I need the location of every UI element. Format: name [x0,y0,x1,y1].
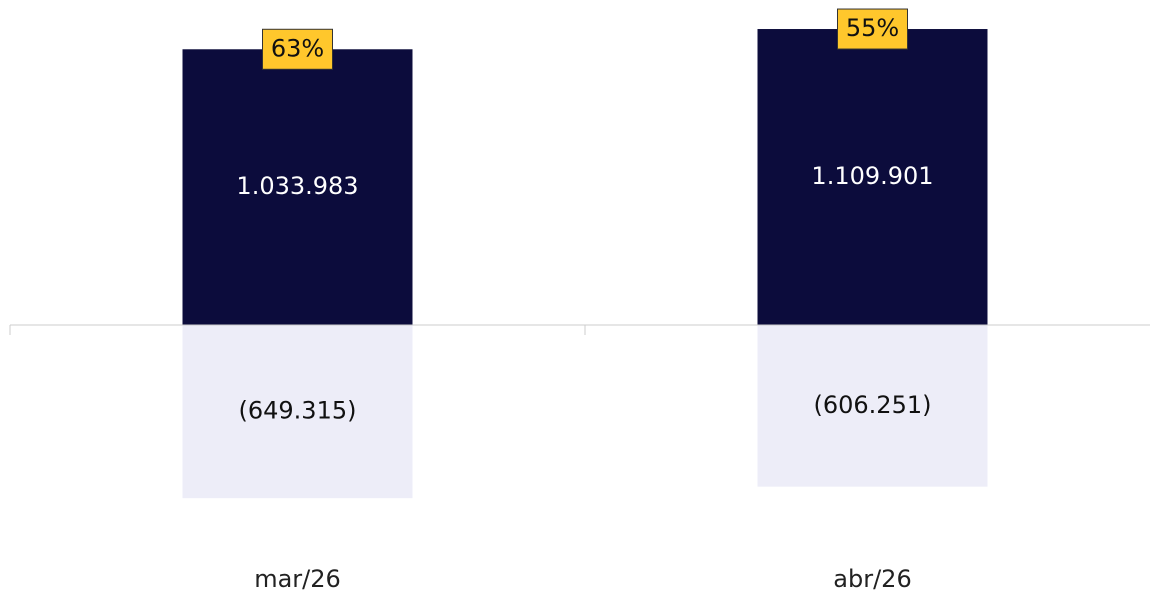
ratio-label: 55% [846,14,899,42]
x-tick-label: abr/26 [833,565,911,593]
value-label: (649.315) [239,397,357,425]
value-label: 1.109.901 [811,162,933,190]
ratio-box [262,28,333,70]
value-label: (606.251) [814,391,932,419]
bar [182,49,413,325]
ratio-box [837,8,908,50]
ratio-label: 63% [271,34,324,62]
bar [757,29,988,326]
value-label: 1.033.983 [236,172,358,200]
x-tick-label: mar/26 [254,565,341,593]
bar [182,325,413,499]
bar [757,325,988,487]
